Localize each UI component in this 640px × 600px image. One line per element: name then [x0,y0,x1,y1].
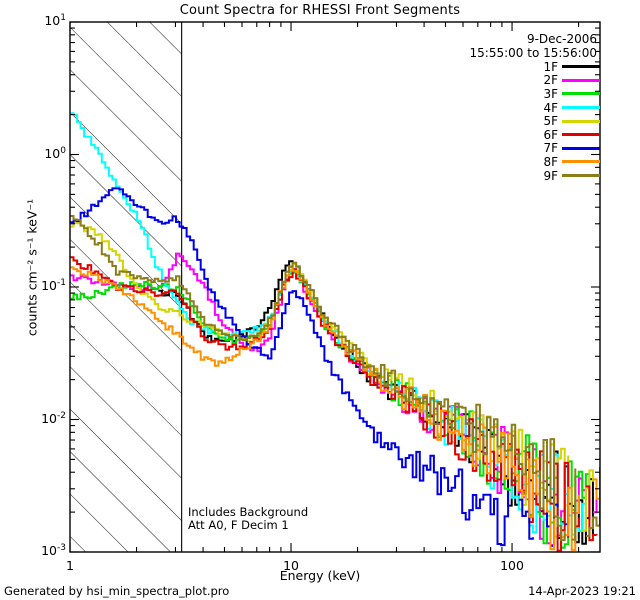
legend-color-swatch [562,119,600,123]
legend-item-label: 1F [543,59,558,74]
y-tick-label: 100 [44,145,66,161]
legend-color-swatch [562,174,600,178]
legend: 1F 2F 3F 4F 5F 6F 7F 8F 9F [500,60,600,182]
legend-item-label: 9F [543,168,558,183]
legend-item-8f: 8F [500,155,600,169]
legend-item-label: 4F [543,100,558,115]
y-tick-label: 10-2 [41,410,66,426]
spectrum-line-9f [70,215,600,542]
legend-item-label: 5F [543,114,558,129]
y-tick-label: 10-1 [41,277,66,293]
y-tick-label: 10-3 [41,542,66,558]
spectrum-line-1f [158,260,594,545]
legend-color-swatch [562,78,600,82]
legend-color-swatch [562,106,600,110]
x-tick-label: 100 [500,558,524,573]
legend-item-label: 6F [543,127,558,142]
legend-color-swatch [562,146,600,150]
x-tick-label: 10 [283,558,299,573]
axis-ticks [69,21,600,553]
legend-time: 15:55:00 to 15:56:00 [469,46,597,60]
x-tick-label: 1 [66,558,74,573]
legend-item-label: 8F [543,154,558,169]
legend-item-9f: 9F [500,169,600,183]
legend-color-swatch [562,92,600,96]
y-axis-label: counts cm⁻² s⁻¹ keV⁻¹ [24,198,40,337]
footer-timestamp: 14-Apr-2023 19:21 [528,584,636,598]
legend-item-1f: 1F [500,60,600,74]
legend-item-6f: 6F [500,128,600,142]
legend-item-7f: 7F [500,142,600,156]
x-axis-label: Energy (keV) [279,568,361,583]
legend-item-2f: 2F [500,74,600,88]
legend-color-swatch [562,65,600,69]
annotation-includes-background: Includes Background [188,505,309,519]
legend-item-label: 3F [543,86,558,101]
legend-item-5f: 5F [500,114,600,128]
y-tick-label: 101 [44,12,66,28]
legend-item-4f: 4F [500,101,600,115]
legend-item-3f: 3F [500,87,600,101]
annotation-attenuator-state: Att A0, F Decim 1 [188,518,289,532]
page-title: Count Spectra for RHESSI Front Segments [179,3,461,18]
legend-date: 9-Dec-2006 [526,32,597,46]
legend-color-swatch [562,133,600,137]
legend-item-label: 2F [543,73,558,88]
footer-generator: Generated by hsi_min_spectra_plot.pro [4,584,230,598]
legend-item-label: 7F [543,141,558,156]
legend-color-swatch [562,160,600,164]
